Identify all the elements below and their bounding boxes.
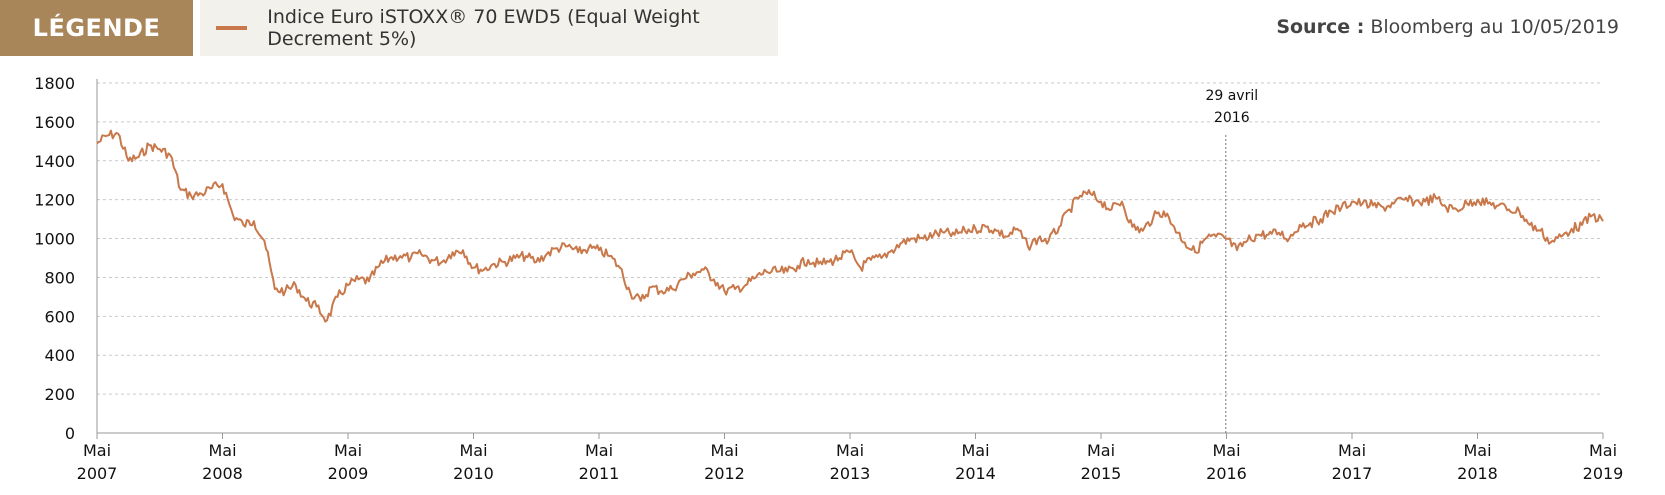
x-tick-month: Mai: [1338, 441, 1366, 460]
legend: Indice Euro iSTOXX® 70 EWD5 (Equal Weigh…: [200, 0, 778, 56]
x-tick-month: Mai: [710, 441, 738, 460]
x-tick-month: Mai: [208, 441, 236, 460]
annotation-date-label: 29 avril: [1205, 88, 1258, 104]
x-tick-year: 2016: [1206, 464, 1247, 483]
x-tick-month: Mai: [1463, 441, 1491, 460]
x-tick-year: 2009: [328, 464, 369, 483]
source-note: Source : Bloomberg au 10/05/2019: [1276, 16, 1619, 38]
annotation-year-label: 2016: [1214, 110, 1250, 126]
y-tick-label: 800: [44, 268, 75, 287]
source-prefix: Source :: [1276, 16, 1365, 38]
x-tick-year: 2013: [830, 464, 871, 483]
source-text: Bloomberg au 10/05/2019: [1370, 16, 1619, 38]
x-tick-year: 2012: [704, 464, 745, 483]
x-tick-year: 2017: [1332, 464, 1373, 483]
x-tick-year: 2011: [579, 464, 620, 483]
x-tick-month: Mai: [459, 441, 487, 460]
x-tick-year: 2010: [453, 464, 494, 483]
y-tick-label: 600: [44, 307, 75, 326]
x-tick-month: Mai: [1589, 441, 1617, 460]
legend-tag: LÉGENDE: [0, 0, 193, 56]
y-tick-label: 200: [44, 385, 75, 404]
legend-swatch: [216, 26, 248, 30]
x-tick-year: 2008: [202, 464, 243, 483]
y-tick-label: 1400: [34, 152, 75, 171]
x-tick-month: Mai: [334, 441, 362, 460]
axes: 0 200 400 600 800 1000 1200 1400 1600 1800 Mai 2007…: [34, 74, 1623, 483]
series-line: [96, 129, 1604, 323]
x-tick-month: Mai: [836, 441, 864, 460]
x-tick-year: 2019: [1583, 464, 1624, 483]
x-tick-month: Mai: [83, 441, 111, 460]
y-tick-label: 1000: [34, 230, 75, 249]
x-tick-year: 2018: [1457, 464, 1498, 483]
y-tick-label: 1800: [34, 74, 75, 93]
series: [96, 129, 1604, 323]
y-tick-label: 0: [65, 424, 75, 443]
x-tick-month: Mai: [1087, 441, 1115, 460]
line-chart: 0 200 400 600 800 1000 1200 1400 1600 1800 Mai 2007…: [34, 74, 1623, 483]
x-tick-month: Mai: [585, 441, 613, 460]
legend-series-label: Indice Euro iSTOXX® 70 EWD5 (Equal Weigh…: [267, 6, 700, 50]
y-tick-label: 1200: [34, 191, 75, 210]
x-tick-year: 2014: [955, 464, 996, 483]
y-tick-label: 1600: [34, 113, 75, 132]
x-tick-year: 2007: [77, 464, 118, 483]
annotation: 29 avril 2016: [1205, 88, 1258, 433]
x-tick-month: Mai: [961, 441, 989, 460]
x-tick-month: Mai: [1212, 441, 1240, 460]
x-tick-year: 2015: [1081, 464, 1122, 483]
grid: [97, 82, 1603, 395]
y-tick-label: 400: [44, 346, 75, 365]
